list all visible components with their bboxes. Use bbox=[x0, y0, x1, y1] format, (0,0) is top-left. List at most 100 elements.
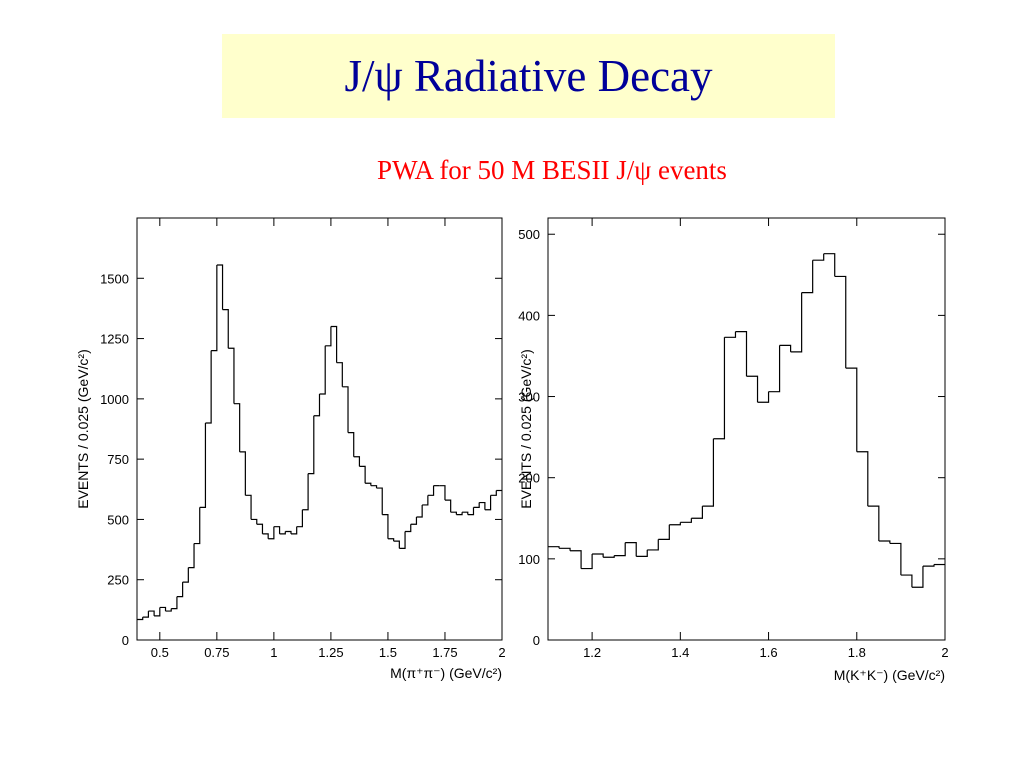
histogram-bin bbox=[285, 530, 292, 534]
histogram-bin bbox=[416, 504, 423, 518]
histogram-bin bbox=[922, 564, 935, 567]
histogram-bin bbox=[279, 531, 286, 535]
histogram-bin bbox=[559, 547, 571, 551]
histogram-bin bbox=[757, 391, 770, 403]
histogram-bin bbox=[462, 511, 469, 515]
histogram-bin bbox=[348, 432, 355, 457]
x-tick-label: 1.2 bbox=[583, 645, 601, 660]
x-tick-label: 2 bbox=[498, 645, 505, 660]
histogram-bin bbox=[592, 553, 604, 558]
histogram-bin bbox=[222, 309, 229, 349]
x-tick-label: 1.5 bbox=[379, 645, 397, 660]
histogram-bin bbox=[834, 275, 847, 369]
histogram-bin bbox=[479, 501, 486, 510]
histogram-bin bbox=[746, 375, 759, 403]
histogram-bin bbox=[473, 502, 480, 508]
histogram-bin bbox=[159, 606, 167, 612]
y-tick-label: 400 bbox=[518, 308, 540, 323]
histogram-bin bbox=[467, 507, 475, 516]
y-tick-label: 1250 bbox=[100, 332, 129, 347]
histogram-bin bbox=[182, 567, 189, 583]
histogram-bin bbox=[211, 265, 218, 352]
y-axis-label: EVENTS / 0.025 (GeV/c²) bbox=[75, 349, 91, 509]
histogram-bin bbox=[228, 347, 235, 404]
histogram-bin bbox=[444, 499, 452, 513]
histogram-bin bbox=[427, 485, 435, 496]
histogram-bin bbox=[268, 526, 275, 540]
histogram-bin bbox=[370, 485, 378, 489]
histogram-bin bbox=[823, 253, 836, 277]
histogram-bin bbox=[713, 337, 726, 440]
histogram-bin bbox=[313, 394, 321, 417]
histogram-bin bbox=[779, 344, 792, 352]
y-tick-label: 200 bbox=[518, 471, 540, 486]
histogram-bin bbox=[194, 507, 201, 545]
histogram-bin bbox=[647, 539, 659, 551]
histogram-bin bbox=[142, 611, 150, 618]
histogram-bin bbox=[165, 608, 172, 612]
histogram-bin bbox=[188, 543, 195, 569]
y-tick-label: 1500 bbox=[100, 271, 129, 286]
histogram-bin bbox=[691, 506, 703, 519]
histogram-bin bbox=[801, 260, 814, 294]
histogram-bin bbox=[148, 610, 155, 616]
histogram-bin bbox=[658, 524, 670, 540]
histogram-bin bbox=[790, 292, 803, 353]
histogram-bin bbox=[490, 490, 497, 496]
histogram-bin bbox=[614, 542, 626, 557]
histogram-bin bbox=[570, 550, 582, 569]
histogram-bin bbox=[812, 253, 825, 261]
histogram-bin bbox=[365, 482, 372, 486]
histogram-bin bbox=[325, 326, 332, 347]
y-tick-label: 250 bbox=[107, 573, 129, 588]
histogram-bin bbox=[302, 473, 309, 511]
histogram-bin bbox=[216, 264, 224, 310]
histogram-bin bbox=[450, 511, 457, 515]
histogram-bin bbox=[889, 542, 902, 576]
histogram-bin bbox=[456, 512, 463, 516]
histogram-bin bbox=[878, 540, 891, 544]
page-subtitle: PWA for 50 M BESII J/ψ events bbox=[377, 155, 727, 185]
histogram-bin bbox=[137, 617, 144, 621]
histogram-bin bbox=[359, 465, 366, 484]
histogram-bin bbox=[669, 522, 681, 526]
histogram-bin bbox=[405, 524, 412, 533]
histogram-bin bbox=[245, 494, 252, 520]
histogram-bin bbox=[262, 533, 269, 539]
histogram-bin bbox=[393, 540, 400, 549]
histogram-bin bbox=[724, 331, 737, 338]
histogram-bin bbox=[422, 495, 429, 506]
y-tick-label: 0 bbox=[122, 633, 129, 648]
histogram-bin bbox=[410, 517, 418, 525]
histogram-bin bbox=[273, 526, 281, 534]
histogram-bin bbox=[382, 514, 389, 539]
histogram-bin bbox=[199, 422, 207, 508]
x-axis-label: M(K⁺K⁻) (GeV/c²) bbox=[834, 667, 945, 683]
histogram-bin bbox=[911, 566, 924, 588]
y-tick-label: 100 bbox=[518, 552, 540, 567]
x-tick-label: 2 bbox=[941, 645, 948, 660]
histogram-bin bbox=[336, 362, 343, 387]
histogram-bin bbox=[625, 542, 637, 557]
histogram-bin bbox=[342, 386, 349, 433]
x-tick-label: 1.75 bbox=[432, 645, 457, 660]
histogram-bin bbox=[319, 345, 326, 395]
plot-frame bbox=[136, 217, 503, 641]
x-tick-label: 1.25 bbox=[318, 645, 343, 660]
histogram-bin bbox=[680, 518, 692, 523]
histogram-bin bbox=[439, 485, 446, 501]
histogram-bin bbox=[845, 367, 858, 452]
histogram-bin bbox=[768, 345, 781, 393]
x-tick-label: 1 bbox=[270, 645, 277, 660]
histogram-bin bbox=[251, 518, 258, 525]
histogram-bin bbox=[603, 555, 615, 558]
histogram-bin bbox=[353, 456, 361, 467]
histogram-bin bbox=[636, 549, 648, 558]
y-axis-label: EVENTS / 0.025 (GeV/c²) bbox=[518, 349, 534, 509]
histogram-bin bbox=[867, 505, 880, 541]
x-tick-label: 1.8 bbox=[848, 645, 866, 660]
histogram-bin bbox=[702, 438, 715, 507]
y-tick-label: 750 bbox=[107, 452, 129, 467]
histogram-bin bbox=[239, 451, 246, 496]
page-title: J/ψ Radiative Decay bbox=[344, 51, 713, 101]
